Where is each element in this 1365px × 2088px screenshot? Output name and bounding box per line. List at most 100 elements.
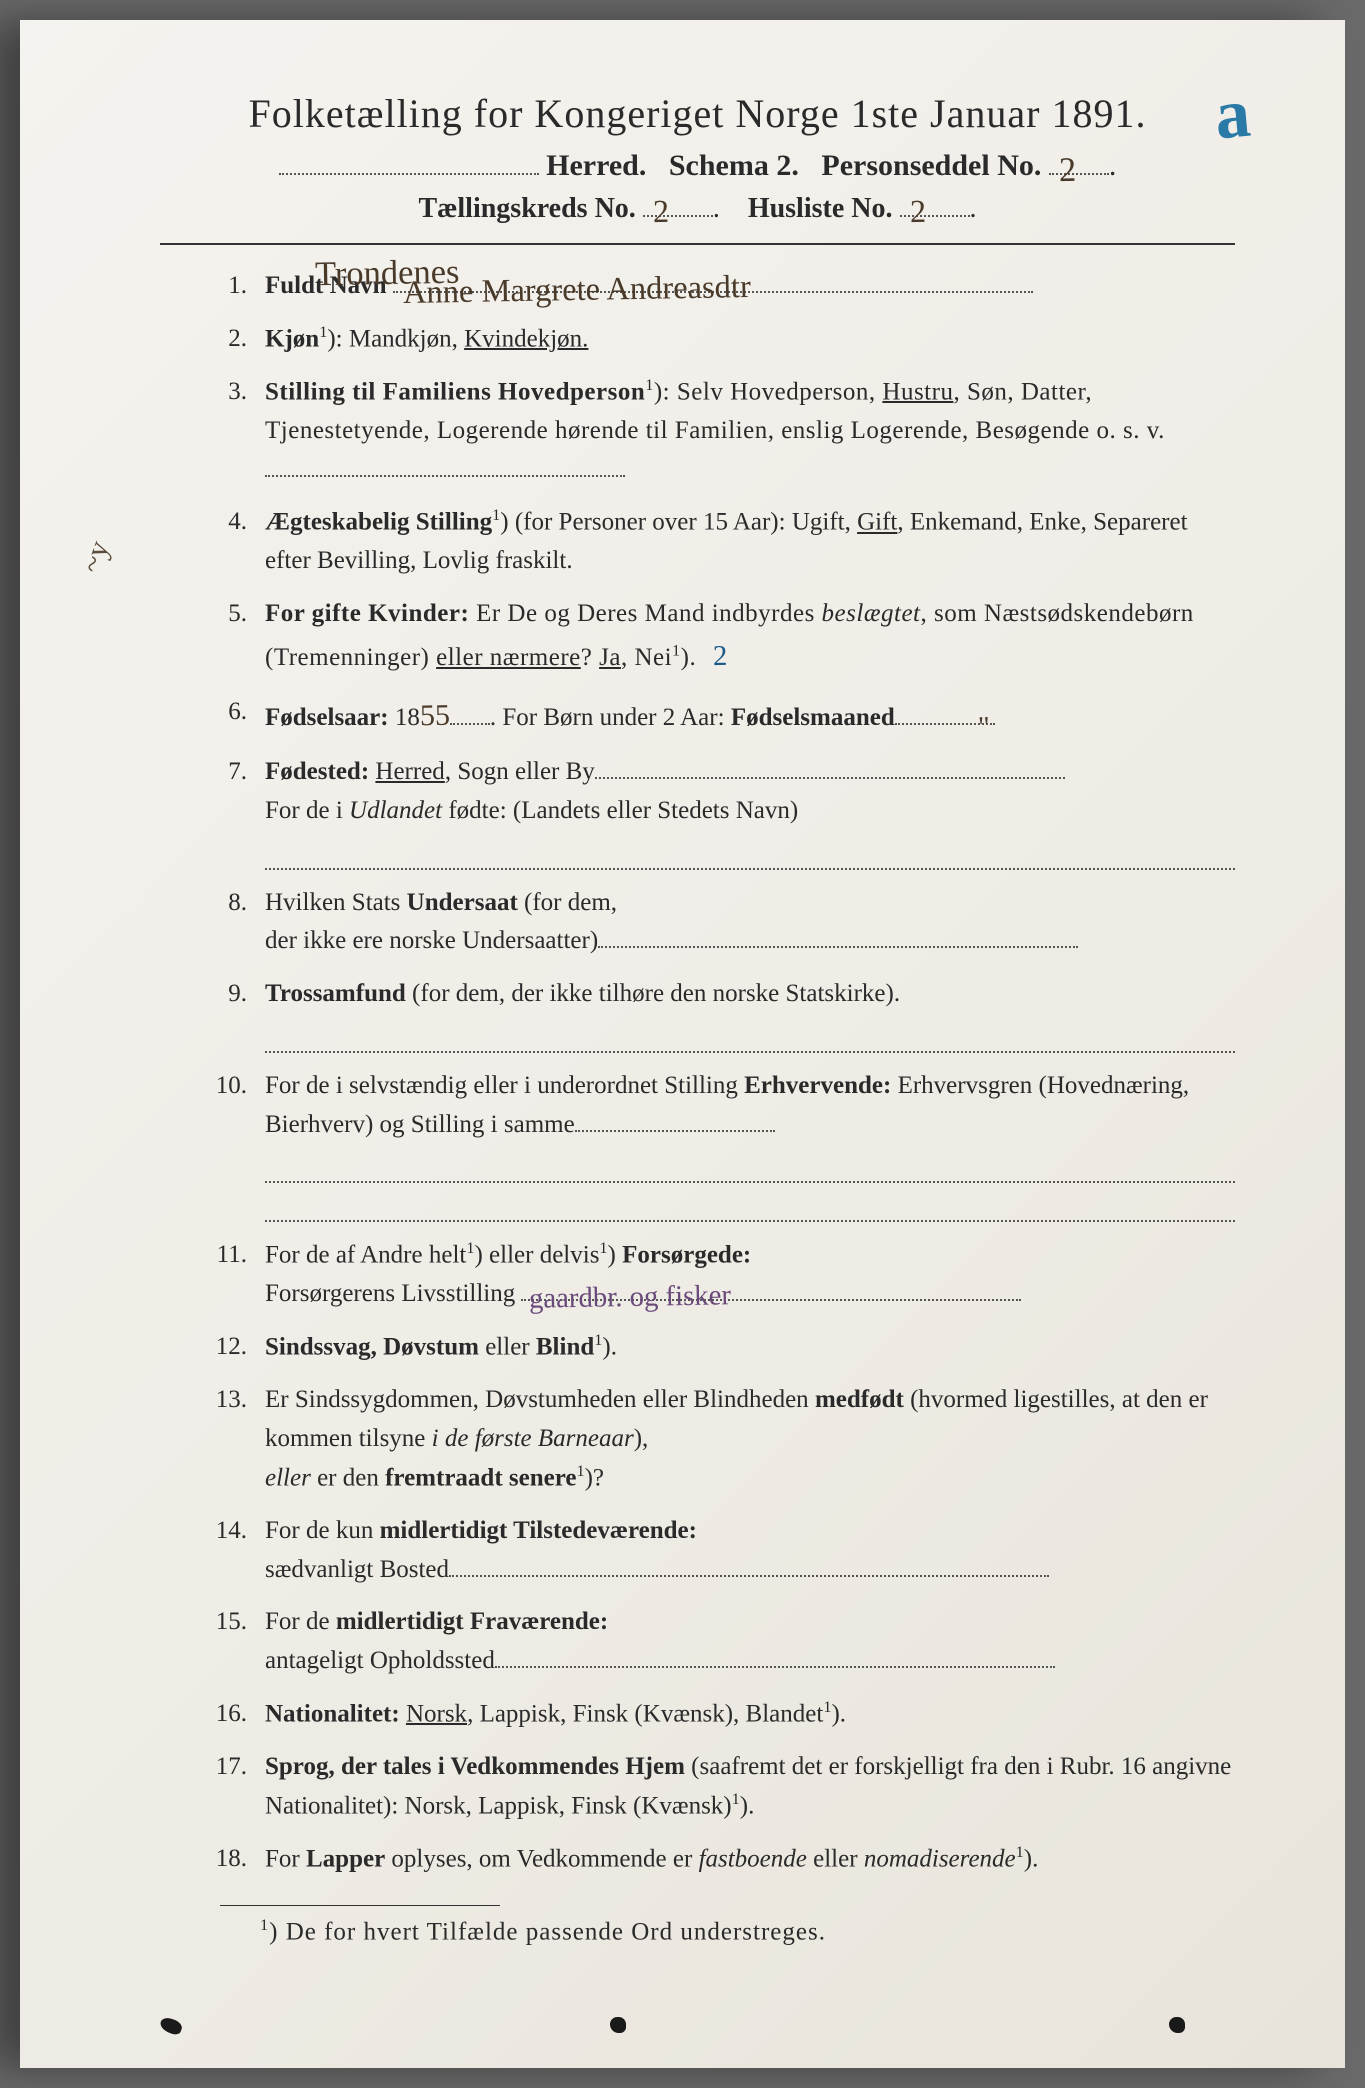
entry-text: ), [634, 1425, 649, 1452]
entry-text: , Sogn eller By [445, 758, 595, 785]
entry-label: Sprog, der tales i Vedkommendes Hjem [265, 1753, 685, 1780]
entry-text: ). [681, 644, 697, 671]
entry-underlined: eller nærmere [436, 644, 581, 671]
entry-text: )? [585, 1464, 604, 1491]
entry-text: antageligt Opholdssted [265, 1647, 495, 1674]
entry-15: 15. For de midlertidigt Fraværende: anta… [210, 1603, 1235, 1681]
entry-italic: Udlandet [349, 797, 442, 824]
entry-8: 8. Hvilken Stats Undersaat (for dem, der… [210, 884, 1235, 962]
entry-text: . For Børn under 2 Aar: [490, 704, 731, 731]
entry-italic: fastboende [699, 1845, 807, 1872]
footnote-text: ) De for hvert Tilfælde passende Ord und… [269, 1918, 826, 1945]
entry-text: ) [608, 1242, 623, 1269]
entry-label: Kjøn [265, 325, 319, 352]
entry-text: ). [602, 1333, 617, 1360]
entry-13: 13. Er Sindssygdommen, Døvstumheden elle… [210, 1381, 1235, 1498]
entry-text: (for dem, der ikke tilhøre den norske St… [406, 980, 900, 1007]
entry-text: ) (for Personer over 15 Aar): Ugift, [500, 509, 857, 536]
entry-text: For de i [265, 797, 349, 824]
entry-11: 11. For de af Andre helt1) eller delvis1… [210, 1236, 1235, 1314]
entry-underlined: Ja [599, 644, 621, 671]
entry-num: 18. [210, 1840, 265, 1879]
entry-7: 7. Fødested: Herred, Sogn eller By For d… [210, 753, 1235, 870]
entry-text: ). [740, 1792, 755, 1819]
entry-text: For de af Andre helt [265, 1242, 466, 1269]
kreds-label: Tællingskreds No. [418, 193, 635, 224]
entry-text: , Lappisk, Finsk (Kvænsk), Blandet [467, 1700, 823, 1727]
entry-underlined: Hustru [882, 378, 953, 405]
footnote-divider [220, 1905, 500, 1906]
entry-num: 4. [210, 503, 265, 581]
entry-num: 9. [210, 975, 265, 1053]
kreds-no: 2 [652, 193, 669, 230]
punch-mark [158, 2016, 183, 2037]
entry-num: 15. [210, 1603, 265, 1681]
entry-label: Fødested: [265, 758, 369, 785]
entry-text: Er Sindssygdommen, Døvstumheden eller Bl… [265, 1386, 815, 1413]
entry-text: sædvanligt Bosted [265, 1556, 449, 1583]
entry-italic: i de første Barneaar [432, 1425, 634, 1452]
husliste-label: Husliste No. [748, 193, 893, 224]
entry-3: 3. Stilling til Familiens Hovedperson1):… [210, 373, 1235, 490]
entry-label: Erhvervende: [744, 1072, 891, 1099]
entry-text: For de [265, 1608, 336, 1635]
entry-label: Stilling til Familiens Hovedperson [265, 378, 645, 405]
entry-num: 8. [210, 884, 265, 962]
entry-label: medfødt [815, 1386, 904, 1413]
entry-6: 6. Fødselsaar: 1855. For Børn under 2 Aa… [210, 693, 1235, 740]
entry-num: 11. [210, 1236, 265, 1314]
entry-text: , Nei [621, 644, 672, 671]
entry-label: Fødselsmaaned [731, 704, 895, 731]
entry-italic: beslægtet [822, 600, 921, 627]
punch-mark [610, 2017, 626, 2033]
entry-text: er den [311, 1464, 385, 1491]
entry-17: 17. Sprog, der tales i Vedkommendes Hjem… [210, 1748, 1235, 1826]
margin-mark: ~y [74, 537, 117, 578]
entry-text: 18 [389, 704, 420, 731]
entry-label: Forsørgede: [622, 1242, 751, 1269]
entry-text: fødte: (Landets eller Stedets Navn) [442, 797, 798, 824]
entry-underlined: Kvindekjøn. [464, 325, 588, 352]
entry-text: der ikke ere norske Undersaatter) [265, 927, 598, 954]
personseddel-no: 2 [1059, 151, 1077, 190]
entry-text: ? [581, 644, 599, 671]
entry-text: ). [1024, 1845, 1039, 1872]
entries-list: 1. Fuldt Navn Anne Margrete Andreasdtr 2… [160, 267, 1235, 1879]
entry-text: For de kun [265, 1517, 380, 1544]
entry-text: (for dem, [518, 889, 617, 916]
entry-num: 1. [210, 267, 265, 306]
entry-num: 2. [210, 320, 265, 359]
entry-text: ): Mandkjøn, [327, 325, 464, 352]
entry-label: midlertidigt Fraværende: [336, 1608, 608, 1635]
entry-label: Nationalitet: [265, 1700, 400, 1727]
corner-annotation: a [1212, 74, 1254, 157]
header-title: Folketælling for Kongeriget Norge 1ste J… [160, 90, 1235, 137]
birthyear-handwritten: 55 [419, 692, 450, 739]
entry-underlined: Herred [375, 758, 444, 785]
herred-label: Herred. [546, 149, 646, 182]
entry-16: 16. Nationalitet: Norsk, Lappisk, Finsk … [210, 1695, 1235, 1734]
census-form-page: a ~y Folketælling for Kongeriget Norge 1… [20, 20, 1345, 2068]
entry-label: Trossamfund [265, 980, 406, 1007]
entry-4: 4. Ægteskabelig Stilling1) (for Personer… [210, 503, 1235, 581]
schema-label: Schema 2. [669, 149, 799, 182]
punch-mark [1169, 2017, 1185, 2033]
sup: 1 [732, 1790, 740, 1808]
entry-text: ). [831, 1700, 846, 1727]
entry-italic: nomadiserende [864, 1845, 1016, 1872]
entry-9: 9. Trossamfund (for dem, der ikke tilhør… [210, 975, 1235, 1053]
sup: 1 [599, 1239, 607, 1257]
entry-5: 5. For gifte Kvinder: Er De og Deres Man… [210, 595, 1235, 678]
entry-label: Undersaat [407, 889, 518, 916]
entry-num: 14. [210, 1512, 265, 1590]
entry-label: fremtraadt senere [385, 1464, 576, 1491]
entry-text: oplyses, om Vedkommende er [385, 1845, 698, 1872]
sup: 1 [576, 1462, 584, 1480]
entry-underlined: Gift [857, 509, 897, 536]
entry-num: 16. [210, 1695, 265, 1734]
entry-12: 12. Sindssvag, Døvstum eller Blind1). [210, 1328, 1235, 1367]
entry-text: For [265, 1845, 306, 1872]
entry-num: 3. [210, 373, 265, 490]
header-line-3: Tællingskreds No. 2 . Husliste No. 2 . [160, 193, 1235, 225]
personseddel-label: Personseddel No. [821, 149, 1041, 182]
